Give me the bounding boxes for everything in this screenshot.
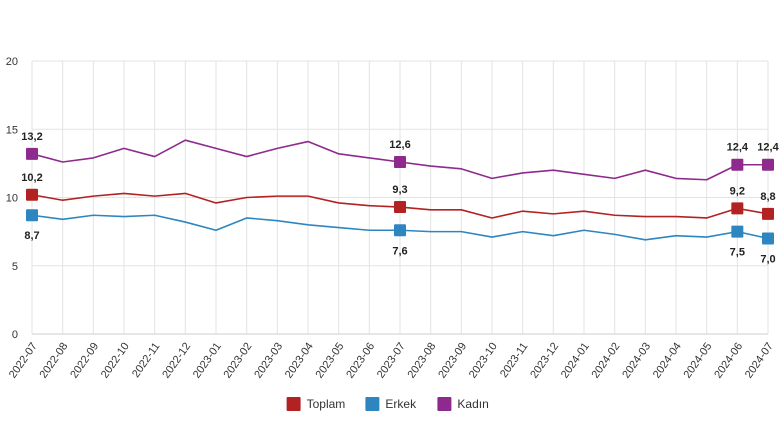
data-marker[interactable]: [731, 225, 744, 238]
data-label: 12,6: [389, 139, 410, 151]
x-tick-label: 2022-11: [130, 341, 163, 380]
x-tick-label: 2023-06: [344, 341, 377, 381]
legend-label: Kadın: [457, 397, 488, 411]
grid: [31, 60, 769, 335]
data-label: 7,0: [760, 253, 775, 265]
legend-item-erkek[interactable]: Erkek: [365, 397, 417, 411]
legend-swatch: [365, 397, 380, 411]
data-label: 8,8: [760, 191, 775, 203]
data-marker[interactable]: [394, 201, 406, 214]
x-tick-label: 2024-05: [682, 341, 715, 381]
x-tick-label: 2023-02: [222, 341, 255, 381]
y-tick-label: 5: [12, 261, 18, 273]
x-tick-label: 2024-07: [743, 341, 776, 381]
x-tick-label: 2023-12: [528, 341, 561, 381]
x-tick-label: 2023-09: [436, 341, 469, 381]
data-label: 8,7: [24, 230, 39, 242]
x-tick-label: 2022-10: [99, 341, 132, 381]
data-label: 13,2: [21, 131, 42, 143]
x-tick-label: 2024-06: [712, 341, 745, 381]
data-label: 9,2: [730, 185, 745, 197]
x-tick-label: 2024-01: [559, 341, 592, 381]
data-marker[interactable]: [394, 224, 406, 237]
data-marker[interactable]: [731, 202, 744, 215]
x-tick-label: 2022-08: [38, 341, 71, 381]
x-tick-label: 2022-07: [7, 341, 40, 381]
data-label: 7,6: [392, 245, 407, 257]
x-tick-label: 2024-03: [620, 341, 653, 381]
legend-item-kadın[interactable]: Kadın: [437, 397, 489, 411]
data-label: 9,3: [392, 184, 407, 196]
x-tick-label: 2023-04: [283, 341, 316, 381]
x-tick-label: 2024-04: [651, 341, 684, 381]
x-tick-label: 2023-10: [467, 341, 500, 381]
data-marker[interactable]: [731, 158, 744, 171]
y-tick-label: 0: [12, 329, 18, 341]
legend-label: Erkek: [385, 397, 417, 411]
y-tick-label: 10: [6, 193, 18, 205]
legend[interactable]: Toplam Erkek Kadın: [286, 397, 489, 411]
data-marker[interactable]: [762, 232, 774, 245]
legend-swatch: [437, 397, 452, 411]
x-tick-label: 2023-01: [191, 341, 224, 381]
data-marker[interactable]: [26, 209, 38, 222]
x-tick-label: 2023-07: [375, 341, 408, 381]
x-tick-label: 2024-02: [590, 341, 623, 381]
data-label: 10,2: [21, 172, 42, 184]
x-tick-label: 2022-09: [68, 341, 101, 381]
data-marker[interactable]: [762, 158, 774, 171]
y-tick-label: 15: [6, 124, 18, 136]
data-marker[interactable]: [394, 156, 406, 169]
data-marker[interactable]: [26, 147, 38, 160]
x-tick-label: 2023-05: [314, 341, 347, 381]
x-tick-label: 2023-03: [252, 341, 285, 381]
data-label: 12,4: [727, 142, 749, 154]
x-tick-label: 2022-12: [160, 341, 193, 381]
legend-label: Toplam: [307, 397, 346, 411]
data-marker[interactable]: [762, 207, 774, 220]
x-tick-label: 2023-08: [406, 341, 439, 381]
y-tick-label: 20: [6, 56, 18, 68]
legend-item-toplam[interactable]: Toplam: [286, 397, 346, 411]
x-tick-label: 2023-11: [498, 341, 531, 380]
data-marker[interactable]: [26, 188, 38, 201]
data-label: 12,4: [757, 142, 779, 154]
y-axis: 0 5 10 15 20: [6, 56, 18, 341]
data-label: 7,5: [730, 247, 745, 259]
data-labels: 10,2 9,3 9,2 8,8 8,7 7,6 7,5 7,0 13,2 12,6 12,4 12,…: [21, 131, 779, 266]
legend-swatch: [286, 397, 301, 411]
x-axis: 2022-072022-082022-092022-102022-112022-…: [7, 333, 776, 381]
